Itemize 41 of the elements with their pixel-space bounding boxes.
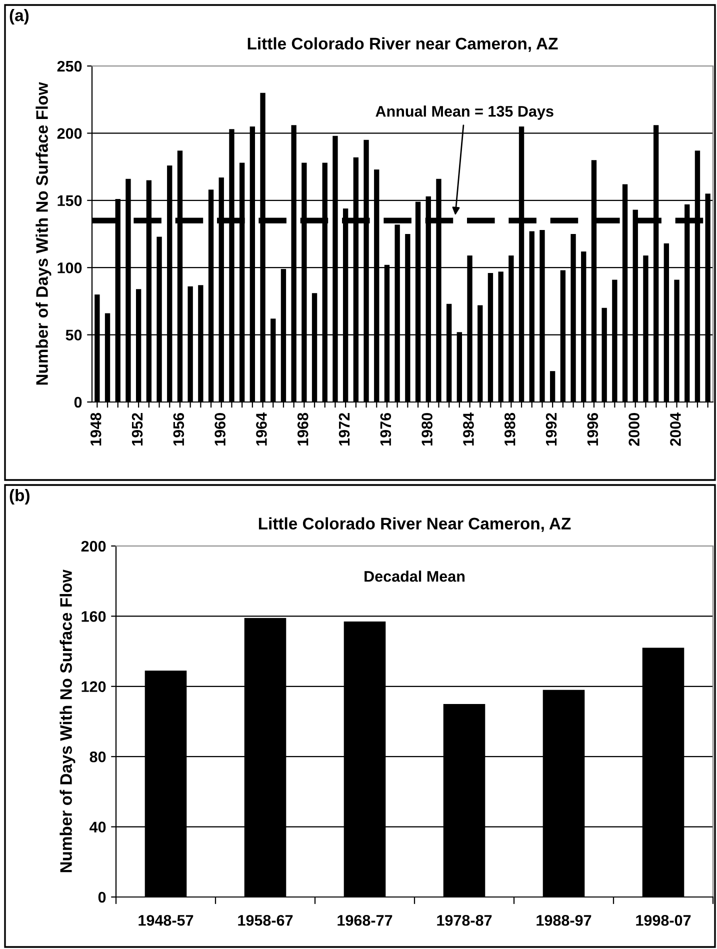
text: (a) bbox=[10, 9, 29, 25]
y-tick-label: 0 bbox=[74, 396, 82, 408]
y-axis-title: Number of Days With No Surface Flow bbox=[36, 82, 52, 385]
x-tick-label: 1984 bbox=[463, 412, 474, 446]
y-tick-label: 0 bbox=[98, 892, 106, 903]
x-tick-label: 1996 bbox=[587, 412, 598, 446]
x-tick-label: 1976 bbox=[380, 412, 392, 446]
text: (b) bbox=[10, 489, 30, 505]
x-tick-label: 1968-77 bbox=[338, 914, 392, 926]
ref-line-label: Annual Mean = 135 Days bbox=[376, 106, 554, 120]
x-tick-label: 1958-67 bbox=[238, 914, 293, 926]
x-tick-label: 1960 bbox=[214, 413, 226, 446]
x-tick-label: 1964 bbox=[256, 412, 267, 446]
x-tick-label: 1968 bbox=[297, 412, 308, 446]
x-tick-label: 2004 bbox=[670, 412, 681, 446]
x-tick-label: 1998-07 bbox=[636, 914, 691, 926]
x-tick-label: 1988 bbox=[504, 412, 516, 446]
x-tick-label: 1956 bbox=[173, 412, 184, 446]
y-tick-label: 200 bbox=[57, 128, 82, 139]
x-tick-label: 1952 bbox=[132, 413, 143, 446]
x-tick-label: 2000 bbox=[628, 413, 640, 446]
y-tick-label: 120 bbox=[82, 681, 106, 692]
x-tick-label: 1948-57 bbox=[138, 914, 194, 926]
y-tick-label: 150 bbox=[58, 195, 82, 206]
y-tick-label: 250 bbox=[57, 60, 82, 72]
annotation: Decadal Mean bbox=[364, 570, 465, 582]
y-tick-label: 80 bbox=[90, 751, 106, 762]
chart-title: Little Colorado River Near Cameron, AZ bbox=[258, 517, 571, 532]
y-tick-label: 40 bbox=[90, 822, 106, 832]
x-tick-label: 1972 bbox=[338, 413, 350, 446]
y-axis-title: Number of Days With No Surface Flow bbox=[60, 570, 76, 872]
y-tick-label: 100 bbox=[58, 262, 82, 274]
chart-title: Little Colorado River near Cameron, AZ bbox=[248, 37, 558, 52]
x-tick-label: 1992 bbox=[546, 413, 557, 446]
y-tick-label: 200 bbox=[81, 540, 106, 552]
x-tick-label: 1948 bbox=[90, 412, 102, 446]
x-tick-label: 1980 bbox=[422, 413, 432, 446]
x-tick-label: 1978-87 bbox=[437, 914, 492, 926]
y-tick-label: 160 bbox=[82, 611, 106, 622]
x-tick-label: 1988-97 bbox=[536, 914, 592, 926]
y-tick-label: 50 bbox=[66, 330, 82, 340]
